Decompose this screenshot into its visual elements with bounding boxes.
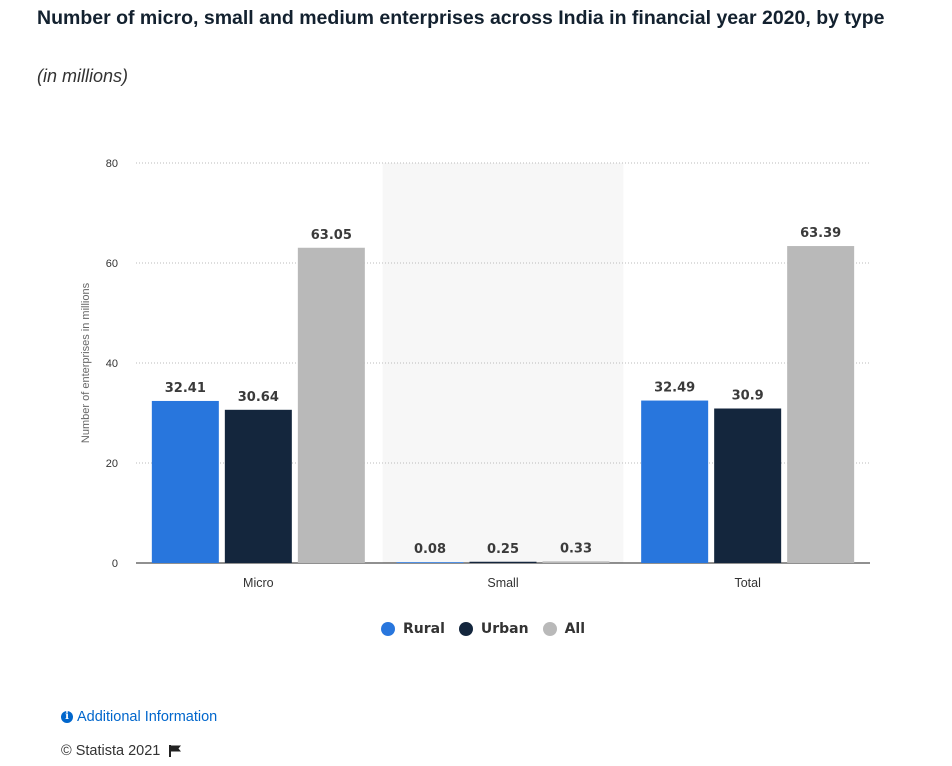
y-tick-label: 80 [106, 158, 118, 170]
y-tick-label: 60 [106, 258, 118, 270]
legend-item-rural[interactable]: Rural [380, 621, 445, 637]
bar-rural-micro [151, 400, 219, 563]
legend-label-urban: Urban [480, 621, 529, 637]
data-label: 0.25 [487, 542, 519, 557]
chart-title: Number of micro, small and medium enterp… [37, 7, 885, 29]
data-label: 30.64 [238, 390, 279, 405]
data-label: 63.05 [311, 228, 352, 243]
data-label: 63.39 [800, 226, 841, 241]
chart-subtitle: (in millions) [37, 66, 129, 86]
data-label: 0.08 [414, 542, 446, 557]
data-label: 30.9 [732, 389, 764, 404]
legend-item-all[interactable]: All [542, 621, 586, 637]
copyright-text: © Statista 2021 [61, 743, 161, 759]
legend-item-urban[interactable]: Urban [458, 621, 529, 637]
additional-information-link[interactable]: i Additional Information [61, 709, 217, 725]
data-label: 32.49 [654, 381, 695, 396]
y-tick-label: 0 [112, 558, 118, 570]
legend-marker-all [542, 622, 557, 636]
y-tick-label: 20 [106, 458, 118, 470]
y-tick-label: 40 [106, 358, 118, 370]
x-tick-label: Total [734, 576, 760, 590]
bar-urban-total [714, 408, 782, 563]
bar-urban-micro [224, 409, 292, 563]
info-circle-icon: i [61, 711, 73, 723]
legend-label-all: All [564, 621, 586, 637]
copyright-footer: © Statista 2021 [61, 743, 182, 759]
y-axis-title: Number of enterprises in millions [80, 282, 92, 443]
bar-all-small [542, 561, 610, 563]
bar-rural-total [641, 400, 709, 563]
legend-label-rural: Rural [402, 621, 445, 637]
data-label: 0.33 [560, 541, 592, 556]
chart-legend: Rural Urban All [0, 621, 952, 637]
x-tick-label: Small [487, 576, 518, 590]
legend-marker-rural [380, 622, 395, 636]
bar-rural-small [396, 562, 464, 563]
bar-urban-small [469, 561, 537, 563]
flag-icon[interactable] [168, 744, 182, 758]
data-label: 32.41 [165, 381, 206, 396]
bar-all-micro [297, 247, 365, 563]
bar-all-total [787, 246, 855, 564]
bar-chart: 0 20 40 60 80 Number of enterprises in millio… [80, 158, 870, 590]
legend-marker-urban [458, 622, 473, 636]
x-tick-label: Micro [243, 576, 274, 590]
additional-information-label: Additional Information [77, 709, 218, 725]
